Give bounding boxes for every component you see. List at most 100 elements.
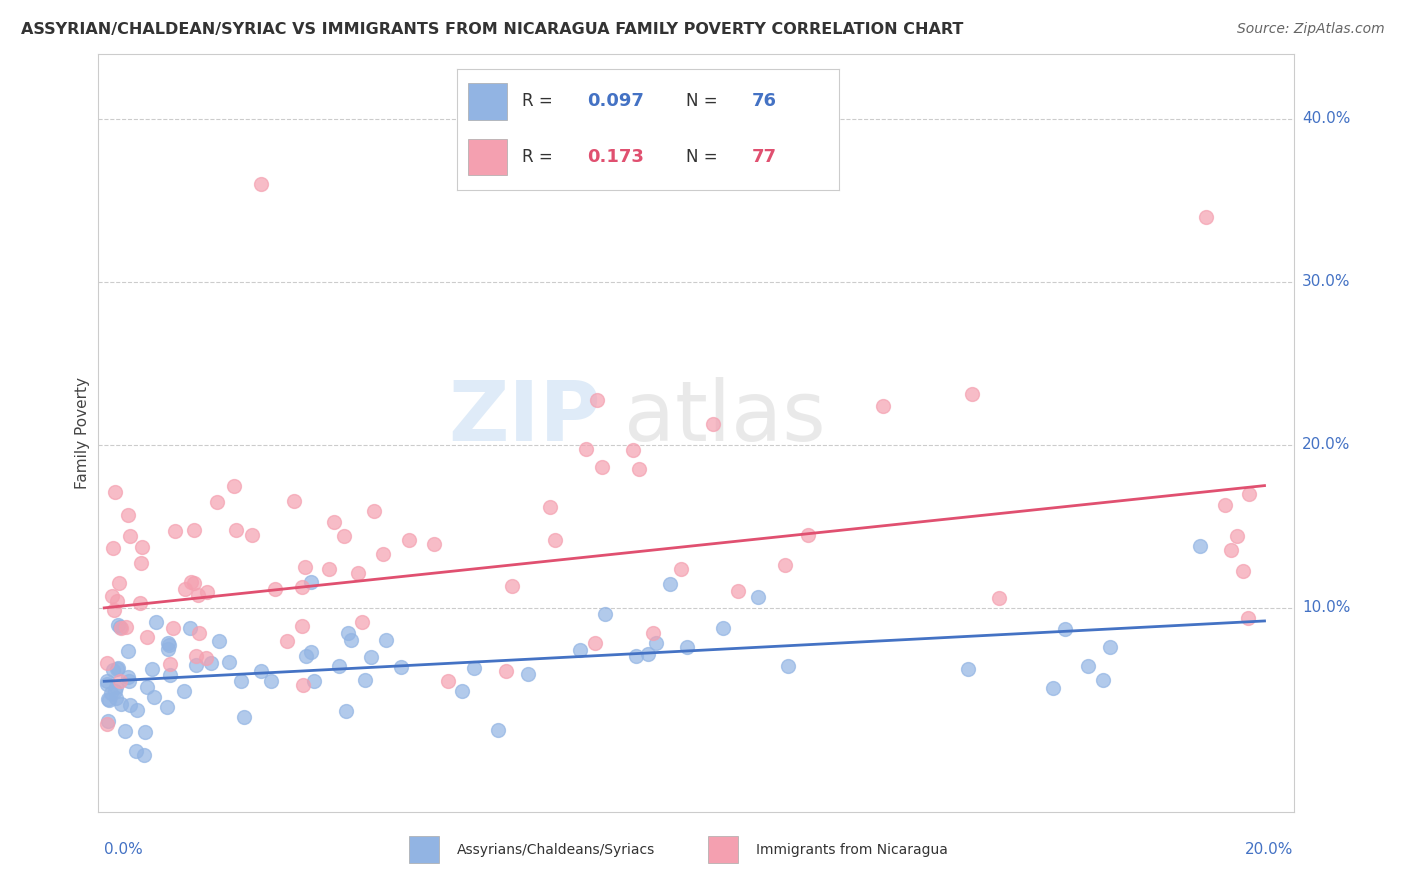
Point bbox=[183, 523, 205, 537]
Point bbox=[174, 582, 197, 596]
Point bbox=[347, 566, 370, 580]
Point bbox=[1220, 543, 1243, 558]
Point bbox=[117, 670, 139, 684]
Point bbox=[624, 649, 647, 664]
Point bbox=[105, 662, 128, 676]
Point bbox=[118, 698, 141, 713]
Text: 20.0%: 20.0% bbox=[1302, 437, 1350, 452]
Point bbox=[747, 590, 769, 604]
Point bbox=[676, 640, 699, 655]
Point bbox=[591, 459, 613, 474]
Point bbox=[200, 656, 222, 670]
Point bbox=[337, 625, 360, 640]
Point bbox=[291, 580, 314, 594]
Point bbox=[141, 662, 163, 676]
Point bbox=[1226, 529, 1249, 543]
Point bbox=[283, 494, 305, 508]
Text: 0.0%: 0.0% bbox=[104, 842, 143, 857]
Point bbox=[104, 684, 127, 698]
Point bbox=[184, 649, 207, 664]
Text: 30.0%: 30.0% bbox=[1302, 275, 1350, 289]
Point bbox=[1188, 539, 1211, 553]
Point bbox=[260, 673, 283, 688]
Point bbox=[637, 647, 659, 661]
Point bbox=[569, 643, 592, 657]
Point bbox=[117, 643, 139, 657]
Point bbox=[486, 723, 509, 737]
Point bbox=[108, 576, 131, 591]
Point bbox=[516, 667, 538, 681]
Point bbox=[450, 684, 472, 698]
Point bbox=[96, 673, 118, 688]
Point bbox=[205, 495, 228, 509]
Point bbox=[225, 523, 247, 537]
Point bbox=[110, 622, 132, 636]
Point bbox=[101, 589, 124, 603]
Point bbox=[125, 703, 148, 717]
Point bbox=[101, 541, 124, 555]
Point bbox=[108, 620, 131, 634]
Point bbox=[162, 621, 184, 635]
Point bbox=[105, 593, 128, 607]
Point bbox=[773, 558, 796, 573]
Point bbox=[1053, 622, 1076, 636]
Text: ZIP: ZIP bbox=[449, 377, 600, 458]
Point bbox=[195, 585, 218, 599]
Point bbox=[129, 595, 152, 609]
Point bbox=[156, 700, 179, 714]
Point bbox=[295, 649, 318, 664]
Point bbox=[544, 533, 567, 547]
Point bbox=[360, 649, 382, 664]
Point bbox=[299, 575, 322, 590]
Point bbox=[233, 710, 256, 724]
Point bbox=[463, 661, 485, 675]
Point bbox=[96, 692, 118, 706]
Point bbox=[184, 657, 207, 672]
Point bbox=[294, 560, 316, 574]
Point bbox=[302, 674, 325, 689]
Point bbox=[318, 562, 340, 576]
Point bbox=[103, 602, 125, 616]
Point bbox=[115, 620, 138, 634]
Point bbox=[593, 607, 616, 622]
Point bbox=[224, 479, 246, 493]
Point bbox=[134, 724, 156, 739]
Point bbox=[299, 645, 322, 659]
Point bbox=[157, 638, 180, 652]
Point bbox=[354, 673, 377, 687]
Point bbox=[188, 625, 211, 640]
Point bbox=[322, 515, 344, 529]
Point bbox=[292, 678, 315, 692]
Point bbox=[1232, 565, 1254, 579]
Point bbox=[628, 462, 651, 476]
Point bbox=[145, 615, 167, 630]
Point bbox=[1077, 658, 1099, 673]
Point bbox=[872, 399, 894, 413]
Point bbox=[1236, 610, 1258, 624]
Point bbox=[291, 619, 314, 633]
Point bbox=[495, 664, 517, 678]
Point bbox=[350, 615, 373, 629]
Point bbox=[422, 537, 444, 551]
Point bbox=[135, 630, 157, 644]
Point bbox=[1092, 673, 1115, 687]
Point bbox=[389, 660, 412, 674]
Point bbox=[778, 659, 800, 673]
Point bbox=[363, 504, 385, 518]
Point bbox=[250, 177, 273, 191]
Point bbox=[263, 582, 285, 596]
Point bbox=[1195, 210, 1218, 224]
Point bbox=[437, 673, 460, 688]
Point bbox=[187, 588, 209, 602]
Point bbox=[374, 632, 396, 647]
Point bbox=[328, 658, 350, 673]
Text: 20.0%: 20.0% bbox=[1246, 842, 1294, 857]
Point bbox=[179, 621, 201, 635]
Point bbox=[110, 697, 132, 711]
Point bbox=[1237, 487, 1260, 501]
Point bbox=[96, 657, 118, 671]
Point bbox=[960, 387, 983, 401]
Text: Source: ZipAtlas.com: Source: ZipAtlas.com bbox=[1237, 22, 1385, 37]
Point bbox=[727, 584, 749, 599]
Point bbox=[183, 576, 205, 591]
